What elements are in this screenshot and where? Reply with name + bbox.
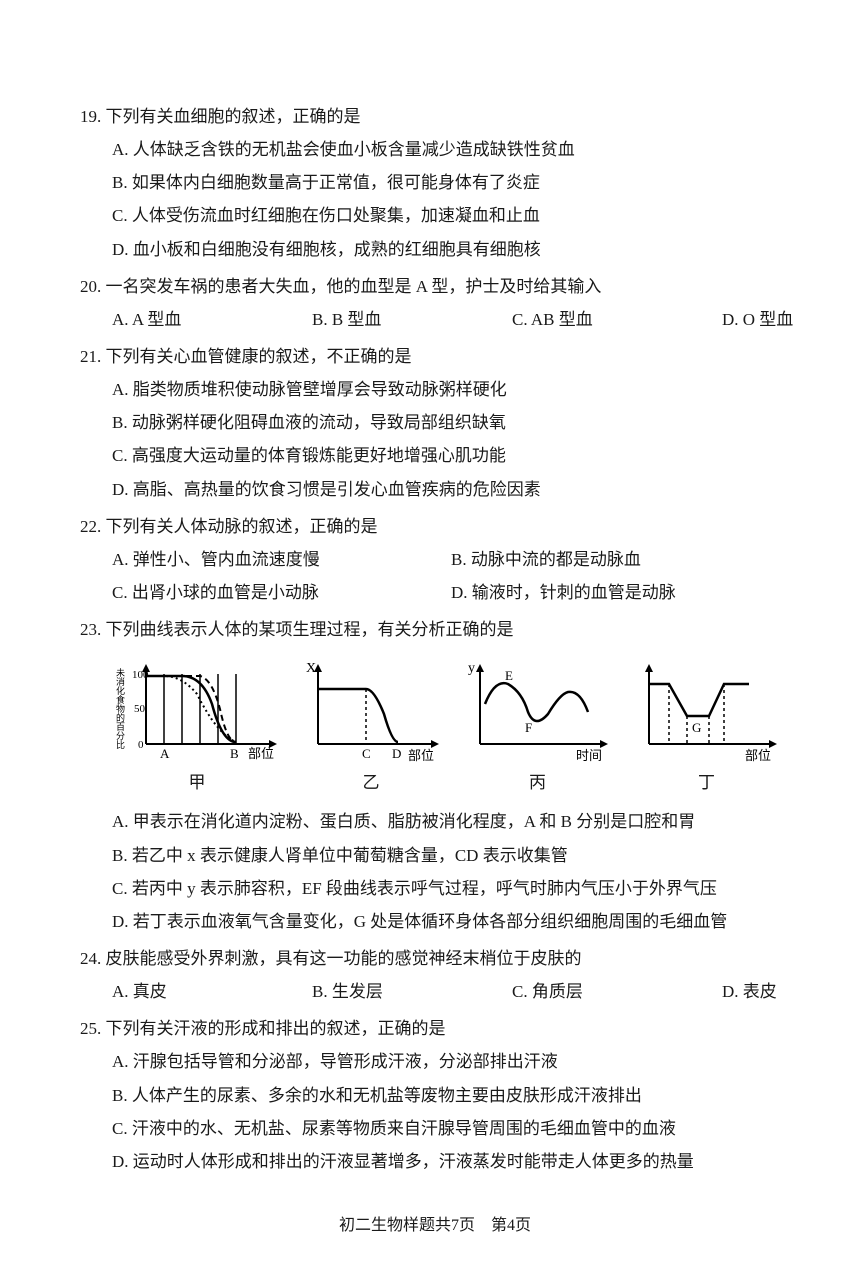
q19-option-b: B. 如果体内白细胞数量高于正常值，很可能身体有了炎症 <box>80 166 790 199</box>
question-23: 23. 下列曲线表示人体的某项生理过程，有关分析正确的是 未消化食物的百分比 1… <box>80 613 790 938</box>
q22-row1: A. 弹性小、管内血流速度慢 B. 动脉中流的都是动脉血 <box>80 543 790 576</box>
chart-bing-xlabel: 时间 <box>576 748 602 763</box>
chart-bing-ylabel: y <box>468 661 475 676</box>
chart-yi-xlabel-d: D <box>392 746 401 761</box>
chart-yi-xlabel-c: C <box>362 746 371 761</box>
q24-option-a: A. 真皮 <box>112 975 312 1008</box>
q21-option-b: B. 动脉粥样硬化阻碍血液的流动，导致局部组织缺氧 <box>80 406 790 439</box>
chart-yi: X C D 部位 乙 <box>296 654 446 799</box>
chart-yi-svg: X C D 部位 <box>296 654 446 764</box>
chart-jia-ylabel: 未消化食物的百分比 <box>115 667 125 749</box>
q24-stem: 24. 皮肤能感受外界刺激，具有这一功能的感觉神经末梢位于皮肤的 <box>80 942 790 975</box>
q20-option-c: C. AB 型血 <box>512 303 722 336</box>
chart-ding: G 部位 丁 <box>629 654 784 799</box>
chart-jia-xlabel-pos: 部位 <box>248 746 274 761</box>
question-24: 24. 皮肤能感受外界刺激，具有这一功能的感觉神经末梢位于皮肤的 A. 真皮 B… <box>80 942 790 1008</box>
chart-yi-xlabel-pos: 部位 <box>408 748 434 763</box>
q19-option-d: D. 血小板和白细胞没有细胞核，成熟的红细胞具有细胞核 <box>80 233 790 266</box>
q23-option-a: A. 甲表示在消化道内淀粉、蛋白质、脂肪被消化程度，A 和 B 分别是口腔和胃 <box>80 805 790 838</box>
chart-bing-svg: y E F 时间 <box>460 654 615 764</box>
q23-option-c: C. 若丙中 y 表示肺容积，EF 段曲线表示呼气过程，呼气时肺内气压小于外界气… <box>80 872 790 905</box>
q20-option-b: B. B 型血 <box>312 303 512 336</box>
q23-stem: 23. 下列曲线表示人体的某项生理过程，有关分析正确的是 <box>80 613 790 646</box>
q25-option-d: D. 运动时人体形成和排出的汗液显著增多，汗液蒸发时能带走人体更多的热量 <box>80 1145 790 1178</box>
q24-option-d: D. 表皮 <box>722 975 777 1008</box>
q23-option-d: D. 若丁表示血液氧气含量变化，G 处是体循环身体各部分组织细胞周围的毛细血管 <box>80 905 790 938</box>
q20-options: A. A 型血 B. B 型血 C. AB 型血 D. O 型血 <box>80 303 790 336</box>
q25-stem: 25. 下列有关汗液的形成和排出的叙述，正确的是 <box>80 1012 790 1045</box>
q22-option-c: C. 出肾小球的血管是小动脉 <box>112 576 451 609</box>
chart-jia: 未消化食物的百分比 100 50 0 <box>112 654 282 799</box>
q20-option-a: A. A 型血 <box>112 303 312 336</box>
q23-charts: 未消化食物的百分比 100 50 0 <box>80 654 790 799</box>
question-25: 25. 下列有关汗液的形成和排出的叙述，正确的是 A. 汗腺包括导管和分泌部，导… <box>80 1012 790 1178</box>
chart-ding-label: 丁 <box>629 766 784 799</box>
q22-option-a: A. 弹性小、管内血流速度慢 <box>112 543 451 576</box>
chart-jia-svg: 未消化食物的百分比 100 50 0 <box>112 654 282 764</box>
question-19: 19. 下列有关血细胞的叙述，正确的是 A. 人体缺乏含铁的无机盐会使血小板含量… <box>80 100 790 266</box>
q24-option-c: C. 角质层 <box>512 975 722 1008</box>
q20-stem: 20. 一名突发车祸的患者大失血，他的血型是 A 型，护士及时给其输入 <box>80 270 790 303</box>
q19-option-a: A. 人体缺乏含铁的无机盐会使血小板含量减少造成缺铁性贫血 <box>80 133 790 166</box>
chart-bing-label: 丙 <box>460 766 615 799</box>
q22-row2: C. 出肾小球的血管是小动脉 D. 输液时，针刺的血管是动脉 <box>80 576 790 609</box>
chart-jia-label: 甲 <box>112 766 282 799</box>
question-21: 21. 下列有关心血管健康的叙述，不正确的是 A. 脂类物质堆积使动脉管壁增厚会… <box>80 340 790 506</box>
q25-option-b: B. 人体产生的尿素、多余的水和无机盐等废物主要由皮肤形成汗液排出 <box>80 1079 790 1112</box>
q22-stem: 22. 下列有关人体动脉的叙述，正确的是 <box>80 510 790 543</box>
q22-option-d: D. 输液时，针刺的血管是动脉 <box>451 576 790 609</box>
page-footer: 初二生物样题共7页 第4页 <box>80 1210 790 1241</box>
chart-ding-g: G <box>692 720 701 735</box>
q20-option-d: D. O 型血 <box>722 303 793 336</box>
chart-jia-ytick-0: 0 <box>138 739 144 751</box>
chart-yi-label: 乙 <box>296 766 446 799</box>
q19-stem: 19. 下列有关血细胞的叙述，正确的是 <box>80 100 790 133</box>
q24-options: A. 真皮 B. 生发层 C. 角质层 D. 表皮 <box>80 975 790 1008</box>
question-20: 20. 一名突发车祸的患者大失血，他的血型是 A 型，护士及时给其输入 A. A… <box>80 270 790 336</box>
chart-bing-point-f: F <box>525 720 532 735</box>
chart-bing-point-e: E <box>505 668 513 683</box>
q23-option-b: B. 若乙中 x 表示健康人肾单位中葡萄糖含量，CD 表示收集管 <box>80 839 790 872</box>
chart-bing: y E F 时间 丙 <box>460 654 615 799</box>
q25-option-c: C. 汗液中的水、无机盐、尿素等物质来自汗腺导管周围的毛细血管中的血液 <box>80 1112 790 1145</box>
exam-page: 19. 下列有关血细胞的叙述，正确的是 A. 人体缺乏含铁的无机盐会使血小板含量… <box>0 0 860 1281</box>
q21-option-c: C. 高强度大运动量的体育锻炼能更好地增强心肌功能 <box>80 439 790 472</box>
q25-option-a: A. 汗腺包括导管和分泌部，导管形成汗液，分泌部排出汗液 <box>80 1045 790 1078</box>
chart-ding-xlabel: 部位 <box>745 748 771 763</box>
question-22: 22. 下列有关人体动脉的叙述，正确的是 A. 弹性小、管内血流速度慢 B. 动… <box>80 510 790 609</box>
chart-yi-ylabel: X <box>306 661 316 676</box>
q24-option-b: B. 生发层 <box>312 975 512 1008</box>
q19-option-c: C. 人体受伤流血时红细胞在伤口处聚集，加速凝血和止血 <box>80 199 790 232</box>
chart-jia-xlabel-b: B <box>230 746 239 761</box>
q22-option-b: B. 动脉中流的都是动脉血 <box>451 543 790 576</box>
chart-ding-svg: G 部位 <box>629 654 784 764</box>
chart-jia-ytick-50: 50 <box>134 703 146 715</box>
chart-jia-xlabel-a: A <box>160 746 170 761</box>
q21-stem: 21. 下列有关心血管健康的叙述，不正确的是 <box>80 340 790 373</box>
q21-option-a: A. 脂类物质堆积使动脉管壁增厚会导致动脉粥样硬化 <box>80 373 790 406</box>
q21-option-d: D. 高脂、高热量的饮食习惯是引发心血管疾病的危险因素 <box>80 473 790 506</box>
